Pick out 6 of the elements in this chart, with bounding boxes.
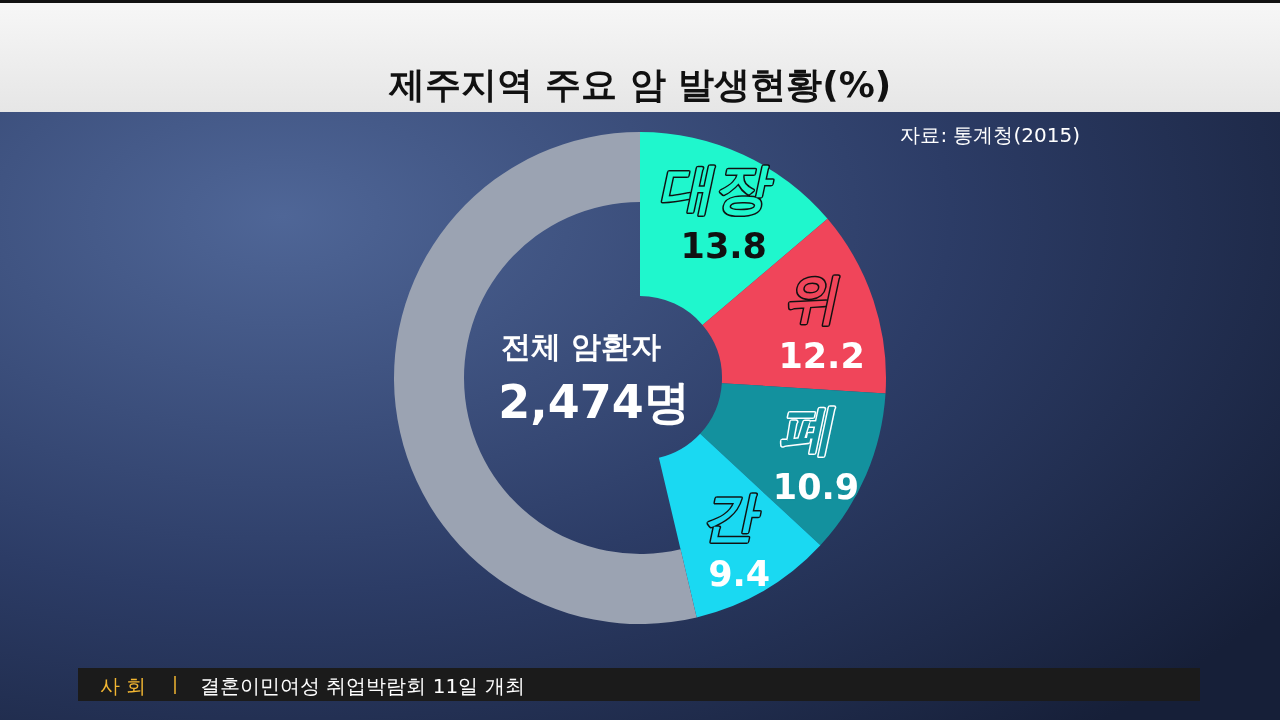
ticker-headline: 결혼이민여성 취업박람회 11일 개최 [200, 674, 525, 698]
title: 제주지역 주요 암 발생현황(%) [388, 64, 892, 105]
centre-number: 2,474명 [498, 375, 690, 429]
centre-caption: 전체 암환자 [500, 329, 662, 364]
source: 자료: 통계청(2015) [900, 123, 1080, 147]
ticker-section: 사회 [100, 674, 152, 698]
